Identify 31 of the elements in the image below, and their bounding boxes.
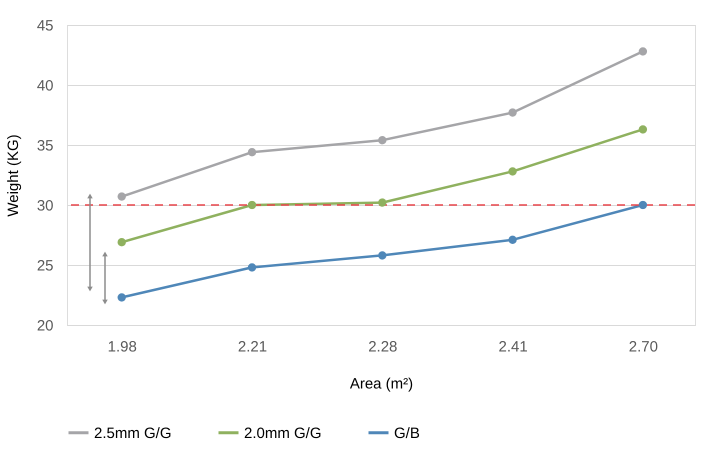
point [118, 293, 126, 302]
point [118, 238, 126, 246]
x-tick-label: 2.41 [498, 338, 528, 356]
point [248, 263, 256, 272]
point [508, 236, 517, 244]
x-axis-title: Area (m²) [350, 376, 414, 392]
y-tick-label: 30 [36, 198, 54, 214]
legend-label: 2.5mm G/G [94, 424, 172, 442]
x-tick-label: 2.21 [238, 338, 268, 356]
point [638, 47, 648, 56]
y-tick-label: 20 [36, 318, 54, 334]
point [118, 192, 126, 201]
x-tick-label: 1.98 [108, 338, 137, 356]
point [378, 251, 386, 260]
point [638, 125, 648, 134]
point [378, 198, 386, 207]
y-tick-label: 25 [36, 258, 54, 274]
y-tick-label: 35 [36, 138, 54, 154]
legend-label: 2.0mm G/G [244, 424, 322, 442]
y-axis-title: Weight (KG) [4, 134, 22, 217]
y-tick-label: 45 [36, 18, 54, 34]
point [378, 136, 386, 144]
point [508, 167, 517, 176]
x-tick-label: 2.70 [628, 338, 658, 356]
point [508, 108, 517, 117]
x-tick-label: 2.28 [368, 338, 398, 356]
legend-label: G/B [394, 424, 420, 442]
point [248, 200, 256, 210]
y-tick-label: 40 [36, 78, 54, 94]
point [638, 200, 648, 210]
point [248, 148, 256, 156]
